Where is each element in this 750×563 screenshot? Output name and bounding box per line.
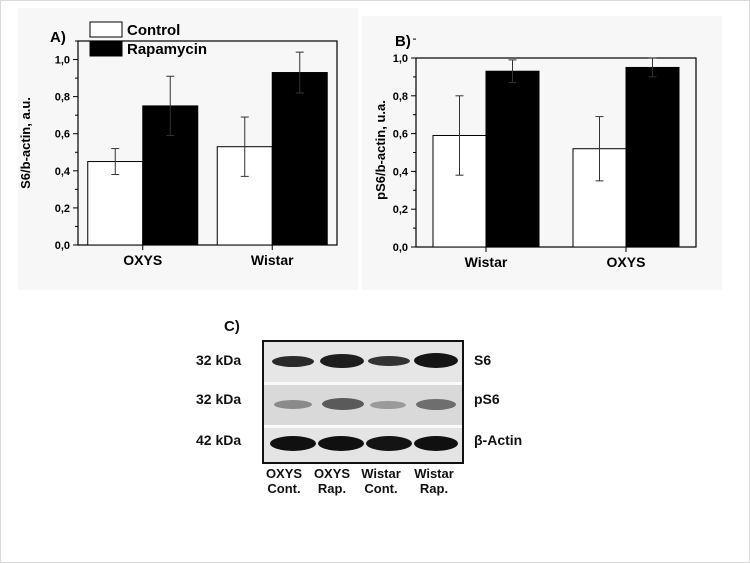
chart-b-ytick-label: 0,2: [393, 204, 408, 216]
lane-4-line1: Wistar: [414, 466, 454, 481]
chart-a-xtick-label: OXYS: [123, 252, 162, 268]
chart-a: A) Control Rapamycin S6/b-actin, a.u. 0,…: [18, 21, 338, 268]
western-blot-image: [262, 340, 464, 464]
band-actin-lane1: [270, 436, 316, 451]
band-s6-lane3: [368, 356, 410, 366]
chart-b-ytick-label: 0,8: [393, 91, 408, 103]
chart-a-ytick-label: 0,8: [55, 92, 70, 104]
legend-rapamycin-swatch: [89, 40, 123, 57]
chart-b-ytick-label: 0,4: [393, 166, 409, 178]
blot-lane-label-4: Wistar Rap.: [409, 466, 459, 496]
chart-b-panel-label: B): [395, 33, 411, 50]
charts-svg: A) Control Rapamycin S6/b-actin, a.u. 0,…: [18, 21, 697, 270]
lane-3-line2: Cont.: [364, 481, 398, 496]
chart-b-bar-rapamycin: [625, 66, 680, 248]
blot-lane-label-2: OXYS Rap.: [307, 466, 357, 496]
band-ps6-lane4: [416, 399, 456, 410]
band-s6-lane4: [414, 353, 458, 368]
lane-1-line2: Cont.: [267, 481, 301, 496]
blot-lane-label-3: Wistar Cont.: [356, 466, 406, 496]
blot-protein-label-s6: S6: [474, 352, 492, 368]
chart-b-bar-rapamycin: [485, 70, 540, 248]
chart-b: B) pS6/b-actin, u.a. 0,0 0,2 0,4 0,6 0,8 1,0 W…: [373, 33, 697, 270]
chart-b-xtick-label: Wistar: [465, 254, 508, 270]
legend-rapamycin-label: Rapamycin: [127, 41, 207, 58]
blot-kda-label-s6: 32 kDa: [196, 352, 242, 368]
band-ps6-lane1: [274, 400, 312, 409]
chart-a-bar-control: [87, 161, 144, 246]
blot-lane-label-1: OXYS Cont.: [259, 466, 309, 496]
lane-2-line1: OXYS: [313, 466, 351, 481]
band-ps6-lane2: [322, 398, 364, 410]
chart-b-ytick-label: 1,0: [393, 53, 408, 65]
blot-strip-ps6: [264, 385, 462, 425]
lane-1-line1: OXYS: [265, 466, 303, 481]
chart-b-xtick-label: OXYS: [607, 254, 646, 270]
blot-strip-actin: [264, 428, 462, 462]
blot-kda-label-ps6: 32 kDa: [196, 391, 242, 407]
blot-strip-s6: [264, 342, 462, 382]
chart-b-ytick-label: 0,6: [393, 129, 408, 141]
legend-control-label: Control: [127, 22, 180, 39]
chart-a-ytick-label: 0,6: [55, 129, 70, 141]
band-actin-lane4: [414, 436, 458, 451]
band-s6-lane1: [272, 356, 314, 367]
chart-a-bar-rapamycin: [271, 72, 328, 246]
lane-4-line2: Rap.: [419, 481, 449, 496]
blot-kda-label-actin: 42 kDa: [196, 432, 242, 448]
chart-b-ytick-label: 0,0: [393, 242, 408, 254]
chart-a-ytick-label: 1,0: [55, 55, 70, 67]
blot-protein-label-actin: β-Actin: [474, 432, 523, 448]
chart-a-ytick-label: 0,0: [55, 240, 70, 252]
lane-3-line1: Wistar: [361, 466, 401, 481]
chart-a-axes-frame: [77, 40, 338, 246]
chart-a-ytick-label: 0,4: [55, 166, 71, 178]
blot-panel-label: C): [224, 318, 240, 335]
lane-2-line2: Rap.: [317, 481, 347, 496]
chart-a-ytick-label: 0,2: [55, 203, 70, 215]
band-actin-lane3: [366, 436, 412, 451]
chart-a-xtick-label: Wistar: [251, 252, 294, 268]
band-actin-lane2: [318, 436, 364, 451]
legend-control-swatch: [89, 21, 123, 38]
chart-a-panel-label: A): [50, 29, 66, 46]
chart-b-ylabel: pS6/b-actin, u.a.: [373, 100, 388, 200]
blot-protein-label-ps6: pS6: [474, 391, 500, 407]
band-s6-lane2: [320, 354, 364, 368]
band-ps6-lane3: [370, 401, 406, 409]
chart-a-ylabel: S6/b-actin, a.u.: [18, 97, 33, 189]
